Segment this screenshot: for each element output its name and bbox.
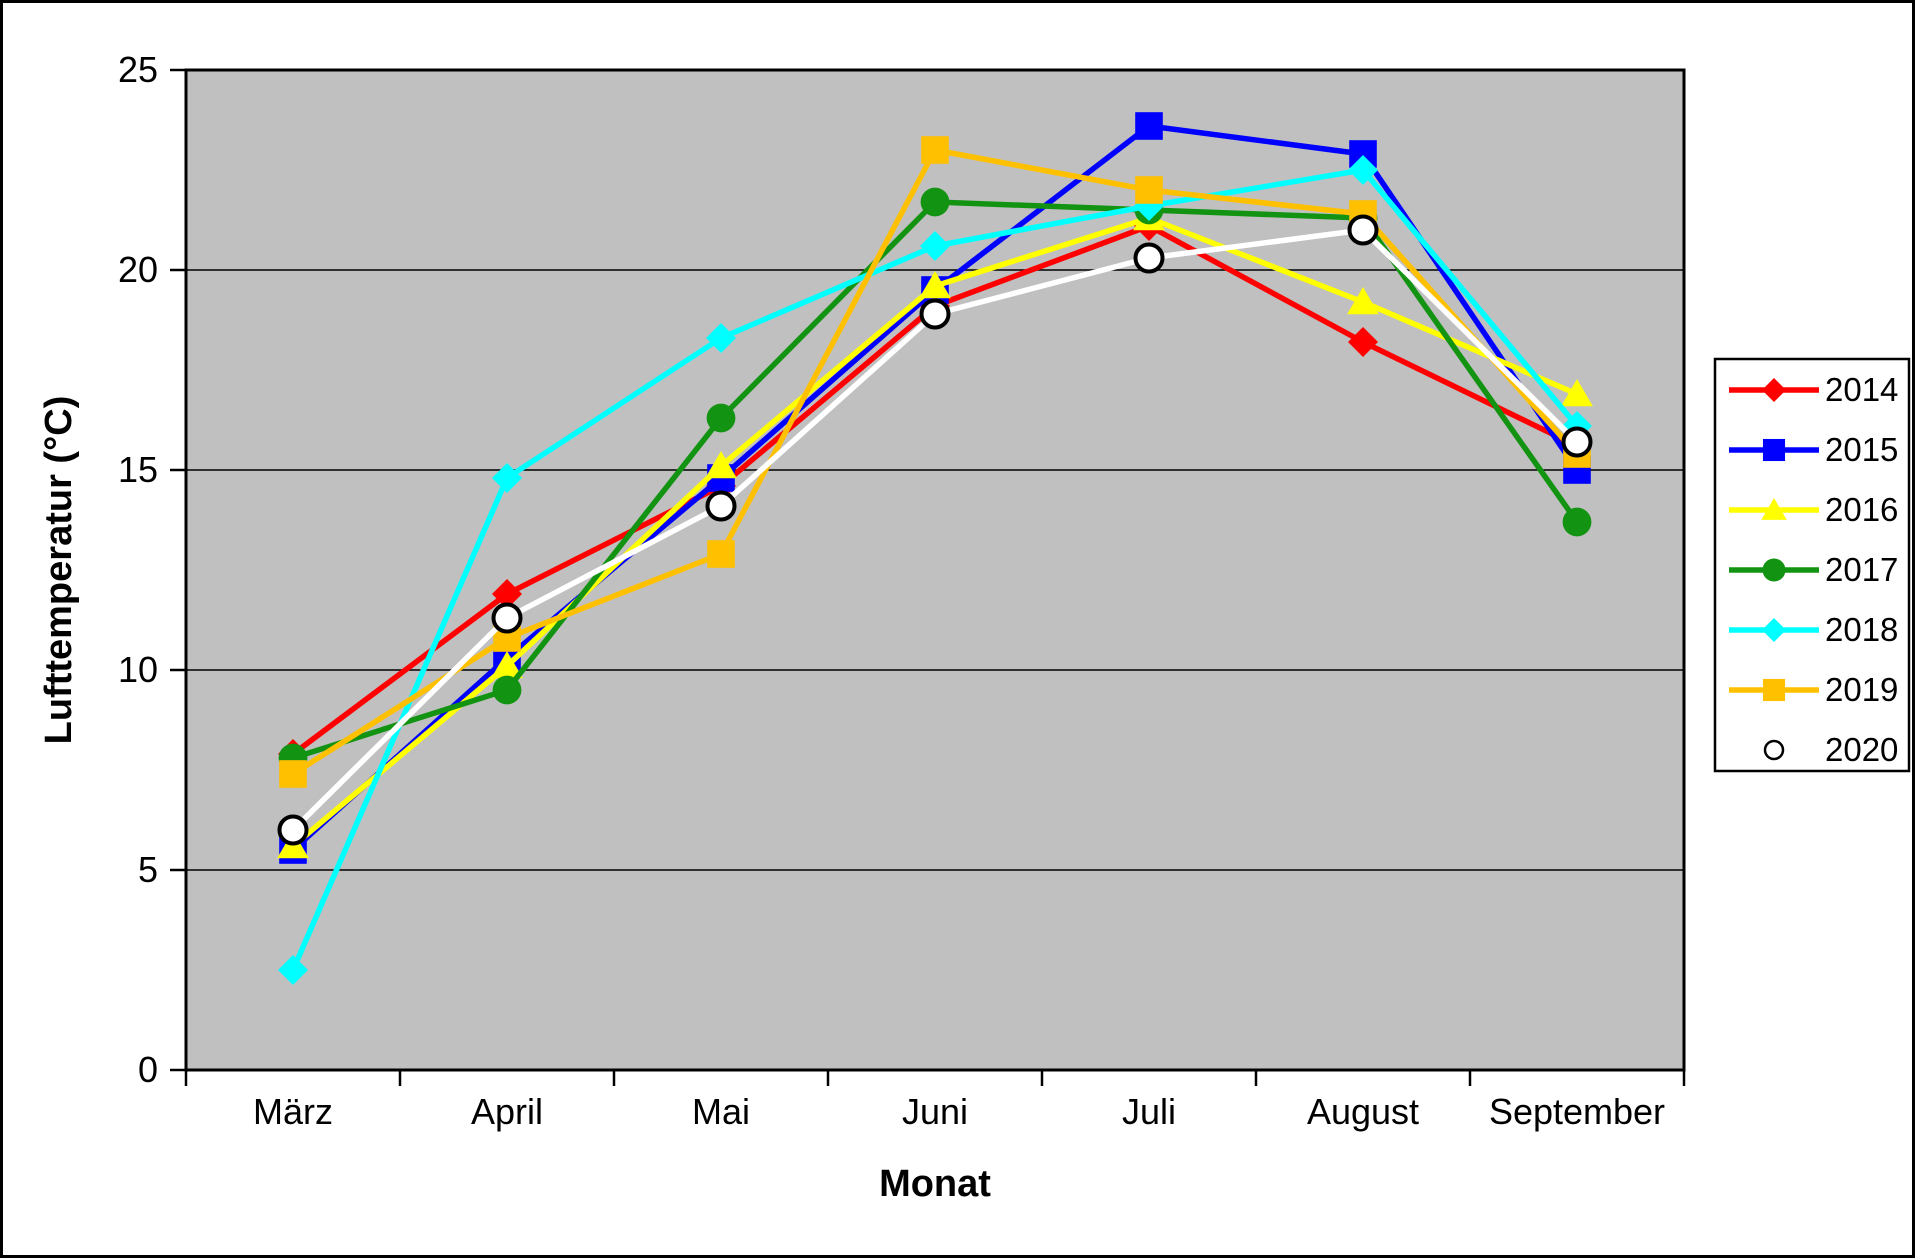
legend-label: 2017 <box>1825 551 1898 588</box>
legend-label: 2020 <box>1825 731 1898 768</box>
diamond-marker <box>1762 378 1786 402</box>
series-2016 <box>277 203 1593 859</box>
legend-entry-2017: 2017 <box>1729 551 1898 588</box>
triangle-marker <box>491 651 523 679</box>
triangle-marker <box>1761 498 1787 520</box>
legend: 2014 2015 2016 2017 2018 2019 2020 <box>1713 357 1911 773</box>
diamond-marker <box>492 579 522 609</box>
triangle-marker <box>1561 379 1593 407</box>
legend-entry-2020: 2020 <box>1763 731 1898 768</box>
legend-entry-2016: 2016 <box>1729 491 1898 528</box>
legend-entry-2019: 2019 <box>1729 671 1898 708</box>
circle-outline-marker <box>705 490 737 522</box>
legend-label: 2016 <box>1825 491 1898 528</box>
circle-outline-marker <box>491 602 523 634</box>
gridlines <box>186 269 1684 871</box>
legend-label: 2018 <box>1825 611 1898 648</box>
triangle-marker <box>705 451 737 479</box>
circle-marker <box>706 403 736 433</box>
series-2018 <box>278 155 1592 985</box>
x-axis: März April Mai Juni Juli August September <box>184 1070 1686 1132</box>
square-marker <box>1762 678 1786 702</box>
y-tick-label: 25 <box>118 49 158 90</box>
legend-label: 2015 <box>1825 431 1898 468</box>
square-marker <box>1135 176 1163 204</box>
y-axis: 0 5 10 15 20 25 <box>118 49 186 1090</box>
y-tick-label: 5 <box>138 849 158 890</box>
series-2020 <box>277 214 1593 846</box>
x-tick-label: September <box>1489 1091 1665 1132</box>
circle-marker <box>1762 558 1786 582</box>
square-marker <box>921 136 949 164</box>
diamond-marker <box>920 231 950 261</box>
diamond-marker <box>492 463 522 493</box>
y-tick-label: 15 <box>118 449 158 490</box>
square-marker <box>707 540 735 568</box>
square-marker <box>1762 438 1786 462</box>
diamond-marker <box>706 323 736 353</box>
legend-box <box>1713 357 1911 773</box>
circle-outline-marker <box>277 814 309 846</box>
legend-entry-2014: 2014 <box>1729 371 1898 408</box>
x-tick-label: Juli <box>1122 1091 1176 1132</box>
circle-outline-marker <box>1133 242 1165 274</box>
temperature-line-chart: 0 5 10 15 20 25 März April Mai Juni Juli August Sept… <box>38 49 1911 1205</box>
triangle-marker <box>919 271 951 299</box>
plot-border <box>184 68 1686 1072</box>
x-tick-label: Mai <box>692 1091 750 1132</box>
circle-outline-marker <box>1347 214 1379 246</box>
x-tick-label: Juni <box>902 1091 968 1132</box>
circle-marker <box>920 187 950 217</box>
circle-outline-marker <box>919 298 951 330</box>
y-axis-title: Lufttemperatur (°C) <box>38 396 80 745</box>
plot-area <box>186 70 1684 1070</box>
circle-marker <box>492 675 522 705</box>
square-marker <box>279 760 307 788</box>
x-tick-label: August <box>1307 1091 1419 1132</box>
plot-layer: 0 5 10 15 20 25 März April Mai Juni Juli August Sept… <box>118 49 1686 1132</box>
legend-entry-2018: 2018 <box>1729 611 1898 648</box>
x-axis-title: Monat <box>879 1163 991 1205</box>
y-tick-label: 0 <box>138 1049 158 1090</box>
legend-label: 2014 <box>1825 371 1898 408</box>
legend-label: 2019 <box>1825 671 1898 708</box>
circle-outline-marker <box>1561 426 1593 458</box>
square-marker <box>1135 112 1163 140</box>
x-tick-label: April <box>471 1091 543 1132</box>
diamond-marker <box>1348 327 1378 357</box>
legend-open-circle-marker <box>1763 739 1785 761</box>
circle-marker <box>1562 507 1592 537</box>
legend-entry-2015: 2015 <box>1729 431 1898 468</box>
diamond-marker <box>278 955 308 985</box>
y-tick-label: 20 <box>118 249 158 290</box>
x-tick-label: März <box>253 1091 333 1132</box>
diamond-marker <box>1762 618 1786 642</box>
y-tick-label: 10 <box>118 649 158 690</box>
diamond-marker <box>1348 155 1378 185</box>
triangle-marker <box>1347 287 1379 315</box>
